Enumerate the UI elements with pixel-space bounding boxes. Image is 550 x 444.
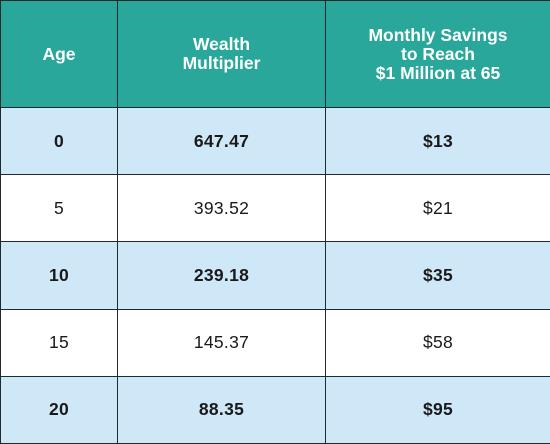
header-savings-line-3: $1 Million at 65 [375,62,501,83]
cell-multiplier: 647.47 [117,106,326,176]
table-row: 10 239.18 $35 [0,241,550,310]
cell-savings: $58 [325,308,550,377]
cell-multiplier: 145.37 [117,308,326,377]
header-age-line: Age [42,43,76,64]
table-row: 0 647.47 $13 [0,106,550,176]
table-header-row: Age Wealth Multiplier Monthly Savings to… [0,0,550,108]
cell-age: 20 [0,375,118,444]
header-monthly-savings: Monthly Savings to Reach $1 Million at 6… [325,0,550,108]
cell-savings: $13 [325,106,550,176]
cell-age: 10 [0,241,118,310]
header-wealth-multiplier: Wealth Multiplier [117,0,326,108]
cell-age: 15 [0,308,118,377]
cell-savings: $21 [325,174,550,243]
cell-age: 5 [0,174,118,243]
header-multiplier-line-2: Multiplier [182,53,261,73]
header-age: Age [0,0,118,108]
header-savings-line-1: Monthly Savings [368,24,508,45]
cell-multiplier: 393.52 [117,174,326,243]
cell-savings: $35 [325,241,550,310]
cell-savings: $95 [325,375,550,444]
header-savings-line-2: to Reach [401,43,475,64]
table-row: 15 145.37 $58 [0,308,550,377]
table-row: 20 88.35 $95 [0,375,550,444]
cell-multiplier: 239.18 [117,241,326,310]
table-row: 5 393.52 $21 [0,174,550,243]
header-multiplier-line-1: Wealth [192,34,251,54]
cell-age: 0 [0,106,118,176]
cell-multiplier: 88.35 [117,375,326,444]
